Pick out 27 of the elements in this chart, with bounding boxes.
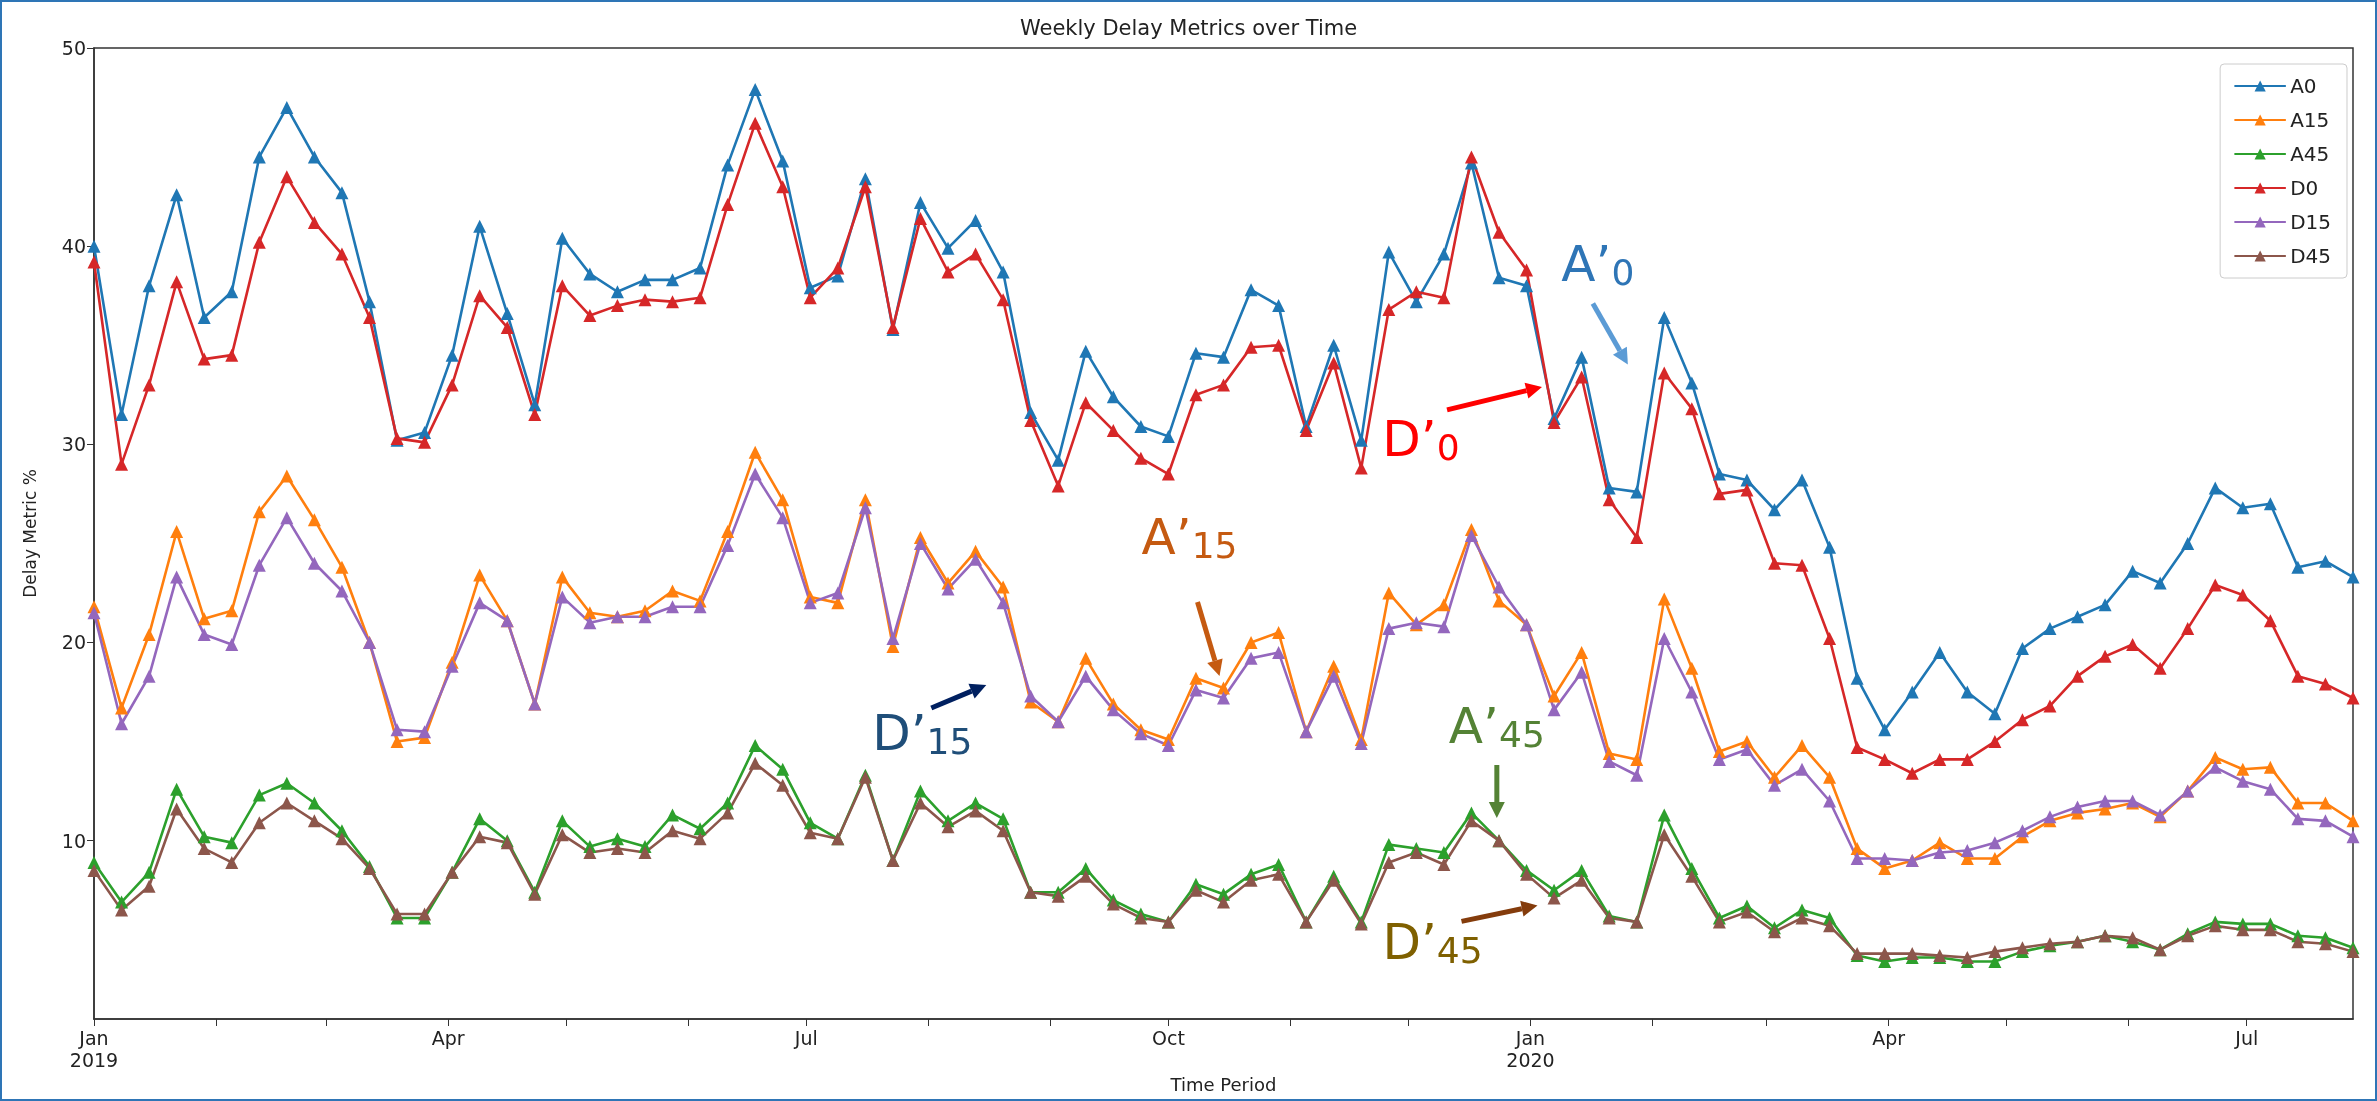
annotation: A’$_{15}$ [1141,508,1238,567]
annotation: D’$_{15}$ [872,704,973,763]
chart-title: Weekly Delay Metrics over Time [1019,15,1358,40]
y-tick-label: 30 [61,433,86,456]
annotation: D’$_{0}$ [1382,410,1460,469]
legend-label: D45 [2290,244,2332,268]
x-tick-label: Jul [2234,1027,2259,1049]
legend-label: A0 [2290,74,2317,98]
legend-label: D15 [2290,210,2332,234]
legend-label: A15 [2290,108,2330,132]
annotation: A’$_{45}$ [1448,697,1545,756]
x-tick-label: Apr [1872,1027,1906,1049]
y-tick-label: 50 [61,37,86,59]
x-tick-label: Jan 2019 [69,1027,119,1071]
x-axis-title: Time Period [1169,1074,1277,1096]
x-tick-label: Jan 2020 [1506,1027,1555,1071]
x-tick-label: Apr [431,1027,465,1049]
y-axis-title: Delay Metric % [19,469,40,598]
y-tick-label: 40 [61,235,86,258]
y-tick-label: 20 [61,631,86,654]
annotation: D’$_{45}$ [1382,913,1483,972]
legend-label: D0 [2290,176,2319,200]
annotation: A’$_{0}$ [1561,234,1635,293]
legend-label: A45 [2290,142,2330,166]
y-tick-label: 10 [61,829,86,852]
x-tick-label: Jul [793,1027,818,1049]
x-tick-label: Oct [1151,1027,1185,1049]
